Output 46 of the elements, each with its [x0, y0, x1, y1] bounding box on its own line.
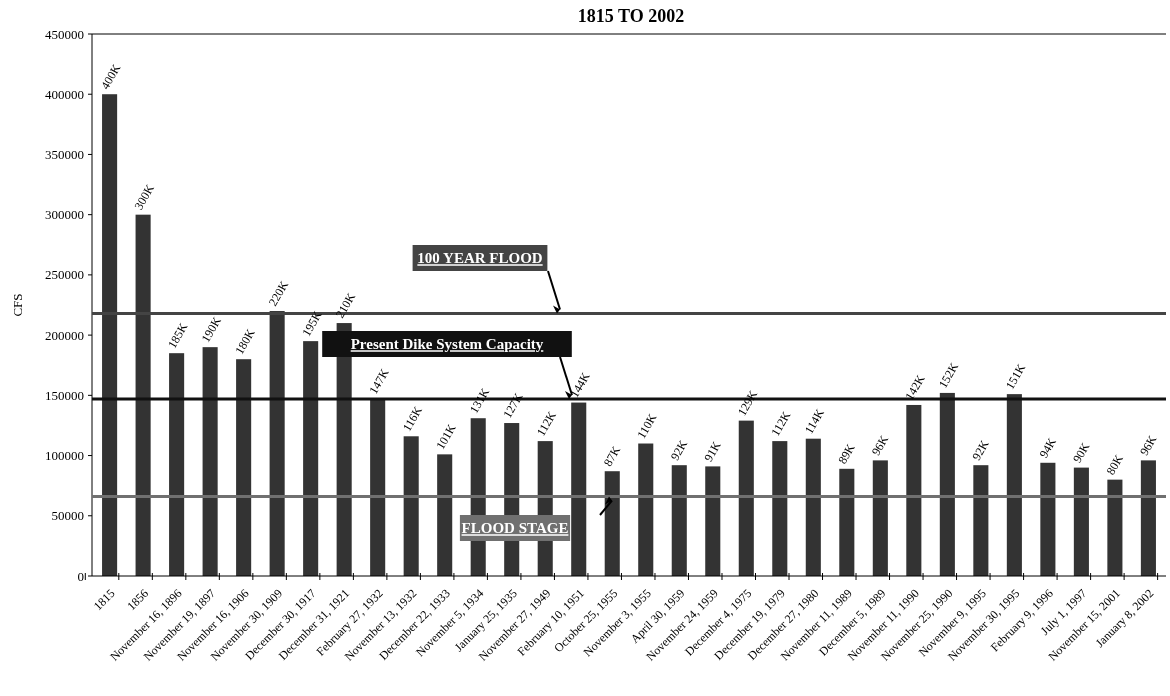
- bar: [705, 466, 721, 576]
- ref-line-label: Present Dike System Capacity: [350, 336, 544, 353]
- bar: [269, 311, 285, 576]
- data-label: 94K: [1036, 435, 1059, 461]
- y-tick-label: 0: [77, 568, 84, 584]
- y-tick-label: 150000: [45, 387, 84, 403]
- bar: [906, 404, 922, 576]
- y-tick-label: 350000: [45, 146, 84, 162]
- bar: [202, 347, 218, 576]
- bar: [772, 441, 788, 576]
- bar: [303, 341, 319, 576]
- chart-title: 1815 TO 2002: [577, 6, 685, 26]
- ref-line-label: FLOOD STAGE: [461, 520, 569, 537]
- y-tick-label: 250000: [45, 267, 84, 283]
- bar: [604, 471, 620, 576]
- y-tick-label: 100000: [45, 448, 84, 464]
- bar: [437, 454, 453, 576]
- bar: [939, 392, 955, 576]
- bar: [839, 468, 855, 576]
- bar: [805, 438, 821, 576]
- y-axis-title: CFS: [10, 293, 25, 317]
- y-tick-label: 300000: [45, 207, 84, 223]
- bar: [1140, 460, 1156, 576]
- bar: [1040, 462, 1056, 576]
- bar: [571, 402, 587, 576]
- bar: [671, 465, 687, 576]
- bar: [370, 398, 386, 576]
- y-tick-label: 50000: [51, 508, 84, 524]
- bar: [1073, 467, 1089, 576]
- ref-line-label: 100 YEAR FLOOD: [417, 250, 543, 267]
- bar: [638, 443, 654, 576]
- bar: [973, 465, 989, 576]
- y-tick-label: 450000: [45, 26, 84, 42]
- bar: [738, 420, 754, 576]
- bar: [872, 460, 888, 576]
- data-label: 89K: [835, 441, 858, 467]
- bar: [403, 436, 419, 576]
- bar: [236, 359, 252, 576]
- bar: [1006, 394, 1022, 576]
- y-tick-label: 400000: [45, 86, 84, 102]
- y-tick-label: 200000: [45, 327, 84, 343]
- bar: [102, 94, 118, 576]
- bar: [1107, 479, 1123, 576]
- bar: [169, 353, 185, 576]
- data-label: 87K: [600, 443, 624, 469]
- bar: [135, 214, 151, 576]
